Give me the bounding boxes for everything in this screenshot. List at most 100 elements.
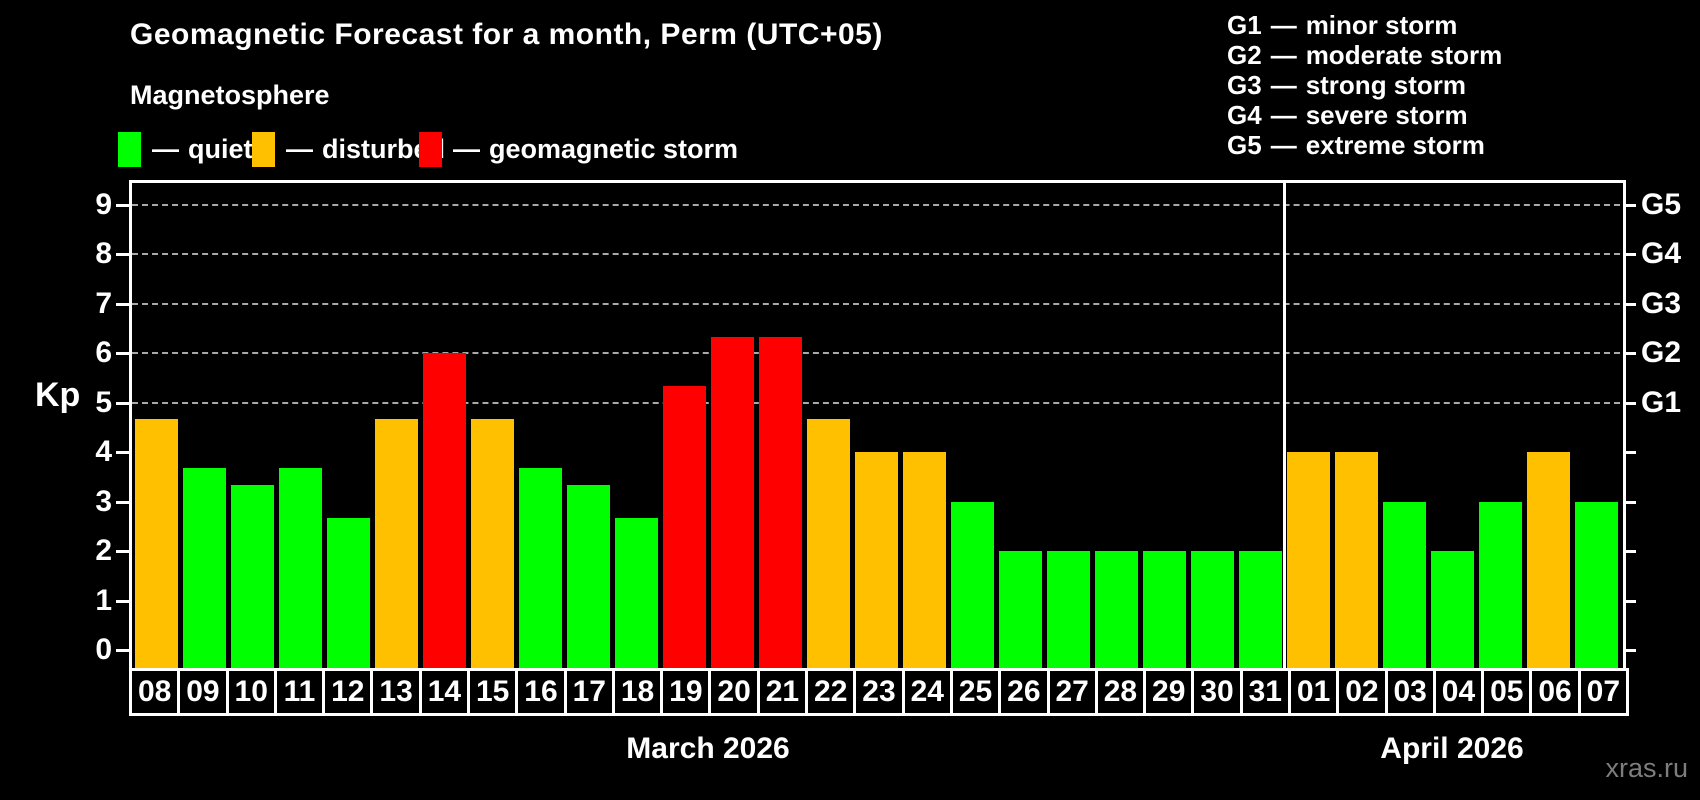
legend-item-quiet: — quiet <box>118 130 253 168</box>
day-label-04: 04 <box>1432 668 1485 716</box>
day-label-19: 19 <box>660 668 712 716</box>
gridline-kp6 <box>132 352 1620 354</box>
day-label-13: 13 <box>370 668 422 716</box>
day-label-18: 18 <box>611 668 664 716</box>
day-label-07: 07 <box>1577 668 1629 716</box>
watermark: xras.ru <box>1605 753 1688 783</box>
day-label-20: 20 <box>708 668 760 716</box>
dash: — <box>1270 70 1297 100</box>
bar-21 <box>758 336 802 668</box>
day-label-11: 11 <box>273 668 326 716</box>
right-tick-0 <box>1623 649 1636 652</box>
g-legend-line-g2: G2— moderate storm <box>1227 40 1503 70</box>
day-label-28: 28 <box>1094 668 1147 716</box>
gridline-kp9 <box>132 203 1620 206</box>
day-label-06: 06 <box>1529 668 1581 716</box>
day-label-22: 22 <box>805 668 857 716</box>
day-label-29: 29 <box>1143 668 1195 716</box>
g-tick-label-g1: G1 <box>1641 385 1682 419</box>
day-label-10: 10 <box>225 668 277 716</box>
left-tick-2 <box>116 550 129 553</box>
y-tick-label-5: 5 <box>95 385 112 419</box>
dash: — <box>286 133 313 164</box>
left-tick-0 <box>116 649 129 652</box>
bar-18 <box>614 517 658 668</box>
bar-22 <box>806 418 850 668</box>
dash: — <box>453 133 480 164</box>
right-tick-4 <box>1623 451 1636 454</box>
right-tick-9 <box>1623 203 1636 207</box>
legend-label-storm: — geomagnetic storm <box>453 133 739 164</box>
dash: — <box>1270 100 1297 130</box>
y-tick-label-8: 8 <box>95 237 112 270</box>
day-label-14: 14 <box>418 668 471 716</box>
left-tick-6 <box>116 352 129 355</box>
g-tick-label-g3: G3 <box>1641 286 1682 320</box>
g-tick-label-g2: G2 <box>1641 336 1682 369</box>
bar-23 <box>854 452 898 668</box>
bar-19 <box>662 386 706 668</box>
y-tick-label-1: 1 <box>95 583 112 617</box>
day-label-08: 08 <box>129 668 181 716</box>
bar-31 <box>1238 551 1282 668</box>
y-tick-label-2: 2 <box>95 534 112 567</box>
bar-29 <box>1142 551 1186 668</box>
plot-top-border <box>129 180 1626 183</box>
day-label-25: 25 <box>949 668 1002 716</box>
dash: — <box>1270 10 1297 40</box>
day-label-21: 21 <box>756 668 809 716</box>
g-tick-label-g5: G5 <box>1641 187 1682 221</box>
left-tick-5 <box>116 401 129 405</box>
y-tick-label-3: 3 <box>95 484 112 518</box>
storm-color-swatch <box>419 131 442 167</box>
month-caption-april: April 2026 <box>1380 732 1524 765</box>
right-tick-1 <box>1623 599 1636 603</box>
gridline-kp7 <box>132 302 1620 305</box>
y-tick-label-0: 0 <box>95 633 112 666</box>
bar-12 <box>326 517 370 668</box>
legend-item-storm: — geomagnetic storm <box>419 130 738 168</box>
g-tick-label-g4: G4 <box>1641 237 1682 270</box>
right-tick-2 <box>1623 550 1636 553</box>
right-tick-5 <box>1623 401 1636 405</box>
bar-26 <box>998 551 1042 668</box>
y-tick-label-7: 7 <box>95 286 112 320</box>
g-legend-line-g3: G3— strong storm <box>1227 70 1467 100</box>
day-label-30: 30 <box>1191 668 1243 716</box>
bar-05 <box>1478 501 1522 668</box>
day-label-27: 27 <box>1046 668 1098 716</box>
bar-20 <box>710 336 754 668</box>
bar-16 <box>518 468 562 668</box>
left-tick-4 <box>116 451 129 454</box>
y-axis-line <box>129 180 132 668</box>
right-axis-line <box>1623 180 1626 668</box>
y-axis-title: Kp <box>35 376 81 414</box>
day-label-01: 01 <box>1287 668 1340 716</box>
g-legend-line-g4: G4— severe storm <box>1227 100 1468 130</box>
month-caption-march: March 2026 <box>626 732 790 765</box>
day-label-03: 03 <box>1384 668 1436 716</box>
bar-28 <box>1094 551 1138 668</box>
y-tick-label-9: 9 <box>95 187 112 221</box>
bar-01 <box>1286 452 1330 668</box>
gridline-kp8 <box>132 253 1620 255</box>
day-label-24: 24 <box>901 668 953 716</box>
bar-15 <box>470 418 514 668</box>
day-label-05: 05 <box>1481 668 1533 716</box>
dash: — <box>1270 130 1297 160</box>
g-scale-legend: G1— minor storm G2— moderate storm G3— stro… <box>1227 10 1502 160</box>
legend-label-quiet: — quiet <box>152 133 253 164</box>
day-label-16: 16 <box>515 668 567 716</box>
page-subtitle: Magnetosphere <box>130 80 330 110</box>
right-tick-3 <box>1623 500 1636 504</box>
bar-08 <box>134 418 178 668</box>
bar-02 <box>1334 452 1378 668</box>
day-label-02: 02 <box>1336 668 1388 716</box>
g-legend-line-g1: G1— minor storm <box>1227 10 1458 40</box>
bar-07 <box>1574 501 1618 668</box>
bar-03 <box>1382 501 1426 668</box>
dash: — <box>1270 40 1297 70</box>
left-tick-8 <box>116 253 129 256</box>
